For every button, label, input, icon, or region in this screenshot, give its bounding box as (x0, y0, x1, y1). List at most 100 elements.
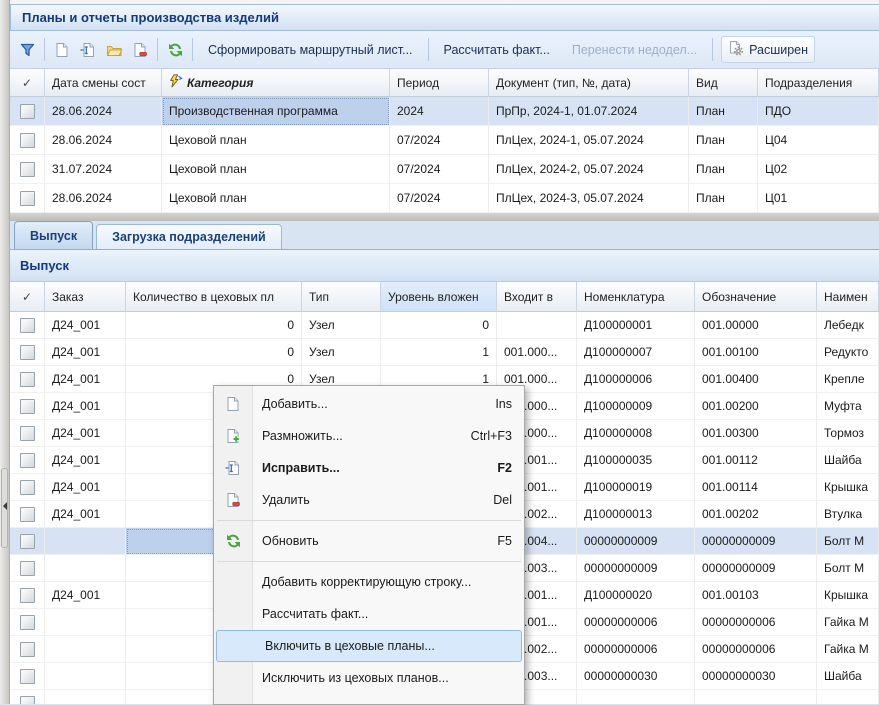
cell-name: Шайба (817, 447, 879, 474)
row-checkbox[interactable] (19, 190, 35, 206)
splitter-collapse-handle[interactable] (1, 468, 8, 548)
column-header-document[interactable]: Документ (тип, №, дата) (489, 69, 689, 97)
table-row[interactable]: 28.06.2024 Цеховой план 07/2024 ПлЦех, 2024… (10, 126, 879, 155)
row-checkbox[interactable] (19, 587, 35, 603)
tab-vypusk[interactable]: Выпуск (14, 221, 94, 249)
column-header-type[interactable]: Тип (302, 282, 381, 312)
row-checkbox[interactable] (19, 506, 35, 522)
calculate-fact-button[interactable]: Рассчитать факт... (433, 38, 561, 62)
cell-kind: План (689, 184, 758, 213)
row-checkbox[interactable] (19, 132, 35, 148)
row-checkbox[interactable] (19, 614, 35, 630)
row-checkbox[interactable] (19, 452, 35, 468)
top-edge (10, 0, 879, 4)
cell-type: Узел (302, 339, 381, 366)
column-header-kind[interactable]: Вид (689, 69, 758, 97)
table-row[interactable]: 28.06.2024 Цеховой план 07/2024 ПлЦех, 2024… (10, 184, 879, 213)
context-menu-item[interactable]: Исправить... F2 (214, 452, 524, 484)
delete-document-icon[interactable] (127, 37, 153, 63)
column-header-state-date[interactable]: Дата смены сост (45, 69, 162, 97)
table-row[interactable]: 001.001... 00000000006 00000000006 Гайка М (10, 609, 879, 636)
table-row[interactable]: 31.07.2024 Цеховой план 07/2024 ПлЦех, 2024… (10, 155, 879, 184)
context-menu-item[interactable]: Включить в цеховые планы... (216, 630, 522, 662)
cell-nomenclature: 00000000009 (577, 528, 695, 555)
row-checkbox[interactable] (19, 371, 35, 387)
menu-item-label: Исключить из цеховых планов... (262, 671, 449, 685)
row-checkbox[interactable] (19, 641, 35, 657)
edit-document-icon[interactable] (75, 37, 101, 63)
context-menu-item[interactable]: Добавить... Ins (214, 388, 524, 420)
row-checkbox[interactable] (19, 398, 35, 414)
collapse-left-icon (3, 502, 7, 510)
cell-kind: План (689, 97, 758, 126)
row-checkbox[interactable] (19, 560, 35, 576)
carry-over-backlog-button[interactable]: Перенести недодел... (561, 38, 708, 62)
cell-order: Д24_001 (45, 366, 126, 393)
row-checkbox-cell (10, 184, 45, 213)
row-checkbox[interactable] (19, 533, 35, 549)
table-row[interactable]: 28.06.2024 Производственная программа 2024… (10, 97, 879, 126)
table-row[interactable]: Д24_001 0 Узел 0 Д100000001 001.00000 Лебедк (10, 312, 879, 339)
vertical-splitter[interactable] (0, 0, 10, 704)
column-header-order[interactable]: Заказ (45, 282, 126, 312)
row-checkbox[interactable] (19, 103, 35, 119)
column-header-parent[interactable]: Входит в (497, 282, 577, 312)
toolbar: Сформировать маршрутный лист... Рассчита… (10, 31, 879, 69)
row-checkbox-cell (10, 447, 45, 474)
select-all-header[interactable]: ✓ (10, 282, 45, 312)
cell-name: Болт М (817, 528, 879, 555)
context-menu: Добавить... Ins Размножить... Ctrl+F3 Исправ… (213, 385, 525, 705)
form-route-sheet-button[interactable]: Сформировать маршрутный лист... (197, 38, 424, 62)
row-checkbox[interactable] (19, 161, 35, 177)
row-checkbox-cell (10, 555, 45, 582)
cell-nomenclature: Д100000008 (577, 420, 695, 447)
column-header-category[interactable]: Категория (162, 69, 390, 97)
cell-nomenclature: Д100000013 (577, 501, 695, 528)
cell-order: Д24_001 (45, 474, 126, 501)
column-header-name[interactable]: Наимен (817, 282, 879, 312)
table-row[interactable]: Д24_001 001.002... Д100000013 001.00202 Втул… (10, 501, 879, 528)
row-checkbox[interactable] (19, 344, 35, 360)
context-menu-item[interactable]: Рассчитать факт... (214, 598, 524, 630)
cell-category: Цеховой план (162, 126, 390, 155)
context-menu-item[interactable]: Удалить Del (214, 484, 524, 516)
context-menu-item[interactable]: Размножить... Ctrl+F3 (214, 420, 524, 452)
filter-icon[interactable] (14, 37, 40, 63)
row-checkbox[interactable] (19, 317, 35, 333)
column-header-designation[interactable]: Обозначение (695, 282, 817, 312)
table-row[interactable]: Д24_001 0 Узел 1 001.000... Д100000007 001.001… (10, 339, 879, 366)
row-checkbox-cell (10, 393, 45, 420)
row-checkbox[interactable] (19, 695, 35, 704)
column-header-nomenclature[interactable]: Номенклатура (577, 282, 695, 312)
cell-period: 07/2024 (390, 184, 489, 213)
cell-designation: 00000000006 (695, 609, 817, 636)
menu-separator (217, 561, 521, 562)
tab-zagruzka-podrazdeleniy[interactable]: Загрузка подразделений (96, 224, 282, 249)
cell-name: Шайба (817, 663, 879, 690)
delete-document-icon (214, 492, 252, 508)
horizontal-splitter[interactable] (10, 213, 879, 221)
context-menu-item[interactable]: Добавить корректирующую строку... (214, 566, 524, 598)
row-checkbox[interactable] (19, 425, 35, 441)
advanced-button[interactable]: Расширен (721, 36, 816, 63)
cell-name: Лебедк (817, 312, 879, 339)
select-all-header[interactable]: ✓ (10, 69, 45, 97)
context-menu-item[interactable]: Исключить из цеховых планов... (214, 662, 524, 694)
row-checkbox[interactable] (19, 479, 35, 495)
refresh-icon[interactable] (162, 37, 188, 63)
page-title-label: Планы и отчеты производства изделий (22, 10, 279, 25)
table-row[interactable]: Д24_001 001.001... Д100000019 001.00114 Крыш… (10, 474, 879, 501)
column-header-quantity[interactable]: Количество в цеховых пл (126, 282, 302, 312)
row-checkbox-cell (10, 126, 45, 155)
add-document-icon[interactable] (49, 37, 75, 63)
menu-item-shortcut: Ins (495, 397, 512, 411)
column-header-period[interactable]: Период (390, 69, 489, 97)
open-folder-icon[interactable] (101, 37, 127, 63)
cell-name: Гайка М (817, 636, 879, 663)
column-header-level[interactable]: Уровень вложен (381, 282, 497, 312)
cell-designation: 001.00114 (695, 474, 817, 501)
context-menu-item[interactable]: Обновить F5 (214, 525, 524, 557)
column-header-divisions[interactable]: Подразделения (758, 69, 879, 97)
row-checkbox[interactable] (19, 668, 35, 684)
cell-category: Производственная программа (162, 97, 390, 126)
